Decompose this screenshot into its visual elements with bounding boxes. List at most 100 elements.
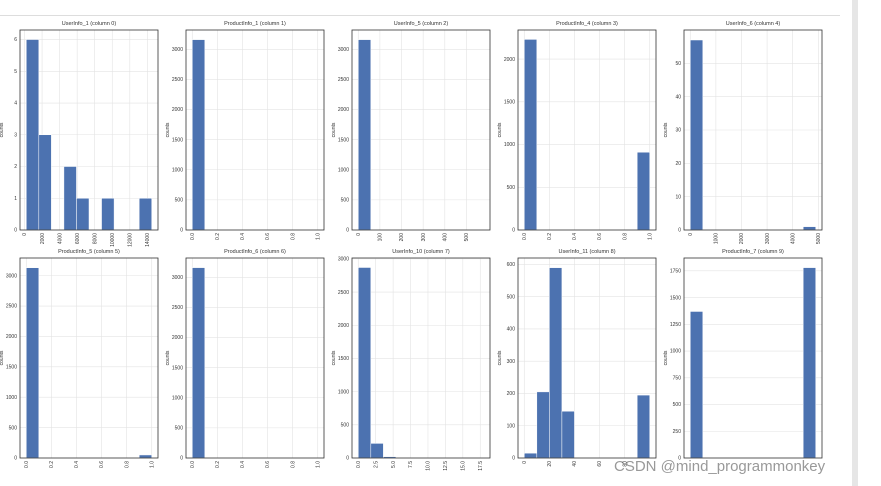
x-tick-label: 12000 bbox=[127, 233, 133, 247]
plot-frame bbox=[185, 29, 325, 231]
x-tick-label: 14000 bbox=[145, 233, 151, 247]
bar bbox=[63, 166, 77, 231]
y-tick-label: 0 bbox=[678, 228, 681, 234]
y-tick-label: 1 bbox=[14, 196, 17, 202]
plot-frame bbox=[683, 257, 823, 459]
y-tick-label: 40 bbox=[675, 94, 681, 100]
bar bbox=[370, 443, 384, 459]
x-tick-label: 2000 bbox=[40, 233, 46, 244]
y-tick-label: 2500 bbox=[172, 305, 183, 311]
x-tick-label: 0.2 bbox=[49, 461, 55, 468]
x-tick-label: 2.5 bbox=[373, 461, 379, 468]
x-tick-label: 0 bbox=[522, 461, 528, 464]
y-tick-label: 0 bbox=[180, 228, 183, 234]
chart-title: ProductInfo_5 (column 5) bbox=[58, 249, 120, 255]
x-tick-label: 0.4 bbox=[240, 461, 246, 468]
y-tick-label: 1000 bbox=[172, 395, 183, 401]
y-tick-label: 2000 bbox=[504, 57, 515, 63]
x-tick-label: 0.0 bbox=[24, 461, 30, 468]
x-tick-label: 8000 bbox=[92, 233, 98, 244]
x-tick-label: 0.8 bbox=[622, 233, 628, 240]
y-tick-label: 6 bbox=[14, 37, 17, 43]
y-tick-label: 600 bbox=[507, 262, 516, 268]
x-tick-label: 0 bbox=[688, 233, 694, 236]
y-tick-label: 500 bbox=[175, 426, 184, 432]
y-tick-label: 2500 bbox=[338, 290, 349, 296]
chart-title: UserInfo_6 (column 4) bbox=[726, 21, 781, 27]
x-tick-label: 6000 bbox=[75, 233, 81, 244]
x-tick-label: 200 bbox=[399, 233, 405, 242]
y-tick-label: 50 bbox=[675, 61, 681, 67]
y-tick-label: 500 bbox=[507, 185, 516, 191]
plot-frame bbox=[517, 257, 657, 459]
x-tick-label: 0.8 bbox=[290, 461, 296, 468]
y-tick-label: 1500 bbox=[670, 295, 681, 301]
y-tick-label: 2500 bbox=[172, 77, 183, 83]
x-tick-label: 2000 bbox=[739, 233, 745, 244]
bar bbox=[524, 39, 538, 231]
x-tick-label: 0.4 bbox=[240, 233, 246, 240]
y-tick-label: 3 bbox=[14, 132, 17, 138]
x-tick-label: 40 bbox=[572, 461, 578, 467]
x-tick-label: 0.4 bbox=[74, 461, 80, 468]
chart-title: UserInfo_11 (column 8) bbox=[558, 249, 615, 255]
y-tick-label: 3000 bbox=[6, 273, 17, 279]
x-tick-label: 15.0 bbox=[461, 461, 467, 471]
y-tick-label: 1250 bbox=[670, 322, 681, 328]
x-tick-label: 80 bbox=[622, 461, 628, 467]
y-tick-label: 1000 bbox=[504, 142, 515, 148]
y-axis-label: counts bbox=[331, 350, 337, 365]
x-tick-label: 10.0 bbox=[426, 461, 432, 471]
bar bbox=[636, 151, 650, 231]
x-tick-label: 0.0 bbox=[356, 461, 362, 468]
y-tick-label: 2000 bbox=[172, 107, 183, 113]
bar bbox=[636, 394, 650, 459]
bar bbox=[138, 198, 152, 231]
x-tick-label: 0.4 bbox=[572, 233, 578, 240]
y-tick-label: 5 bbox=[14, 69, 17, 75]
y-tick-label: 2 bbox=[14, 164, 17, 170]
y-axis-label: counts bbox=[0, 350, 5, 365]
y-tick-label: 0 bbox=[512, 228, 515, 234]
y-tick-label: 1500 bbox=[338, 356, 349, 362]
bar bbox=[76, 198, 90, 231]
y-tick-label: 4 bbox=[14, 101, 17, 107]
y-tick-label: 1500 bbox=[338, 137, 349, 143]
x-tick-label: 0.0 bbox=[190, 461, 196, 468]
y-tick-label: 1000 bbox=[338, 389, 349, 395]
y-tick-label: 0 bbox=[512, 456, 515, 462]
plot-frame bbox=[683, 29, 823, 231]
x-tick-label: 400 bbox=[442, 233, 448, 242]
y-tick-label: 250 bbox=[673, 429, 682, 435]
y-axis-label: counts bbox=[331, 122, 337, 137]
y-tick-label: 2500 bbox=[338, 77, 349, 83]
y-tick-label: 100 bbox=[507, 423, 516, 429]
y-tick-label: 1000 bbox=[670, 349, 681, 355]
x-tick-label: 0.0 bbox=[190, 233, 196, 240]
bar bbox=[549, 267, 563, 459]
y-tick-label: 0 bbox=[346, 228, 349, 234]
y-tick-label: 500 bbox=[341, 198, 350, 204]
plot-frame bbox=[351, 29, 491, 231]
y-tick-label: 10 bbox=[675, 194, 681, 200]
y-tick-label: 750 bbox=[673, 375, 682, 381]
plot-frame bbox=[19, 257, 159, 459]
x-tick-label: 1.0 bbox=[647, 233, 653, 240]
y-tick-label: 20 bbox=[675, 161, 681, 167]
x-tick-label: 5.0 bbox=[391, 461, 397, 468]
chart-title: UserInfo_1 (column 0) bbox=[62, 21, 117, 27]
x-tick-label: 0.6 bbox=[597, 233, 603, 240]
y-tick-label: 2000 bbox=[338, 323, 349, 329]
bar bbox=[524, 452, 538, 459]
y-tick-label: 500 bbox=[175, 198, 184, 204]
y-axis-label: counts bbox=[497, 122, 503, 137]
x-tick-label: 0 bbox=[22, 233, 28, 236]
bar bbox=[802, 226, 816, 231]
x-tick-label: 1000 bbox=[714, 233, 720, 244]
bar bbox=[38, 134, 52, 231]
x-tick-label: 10000 bbox=[110, 233, 116, 247]
y-tick-label: 300 bbox=[507, 359, 516, 365]
y-tick-label: 3000 bbox=[172, 47, 183, 53]
bar bbox=[561, 410, 575, 459]
x-tick-label: 17.5 bbox=[478, 461, 484, 471]
